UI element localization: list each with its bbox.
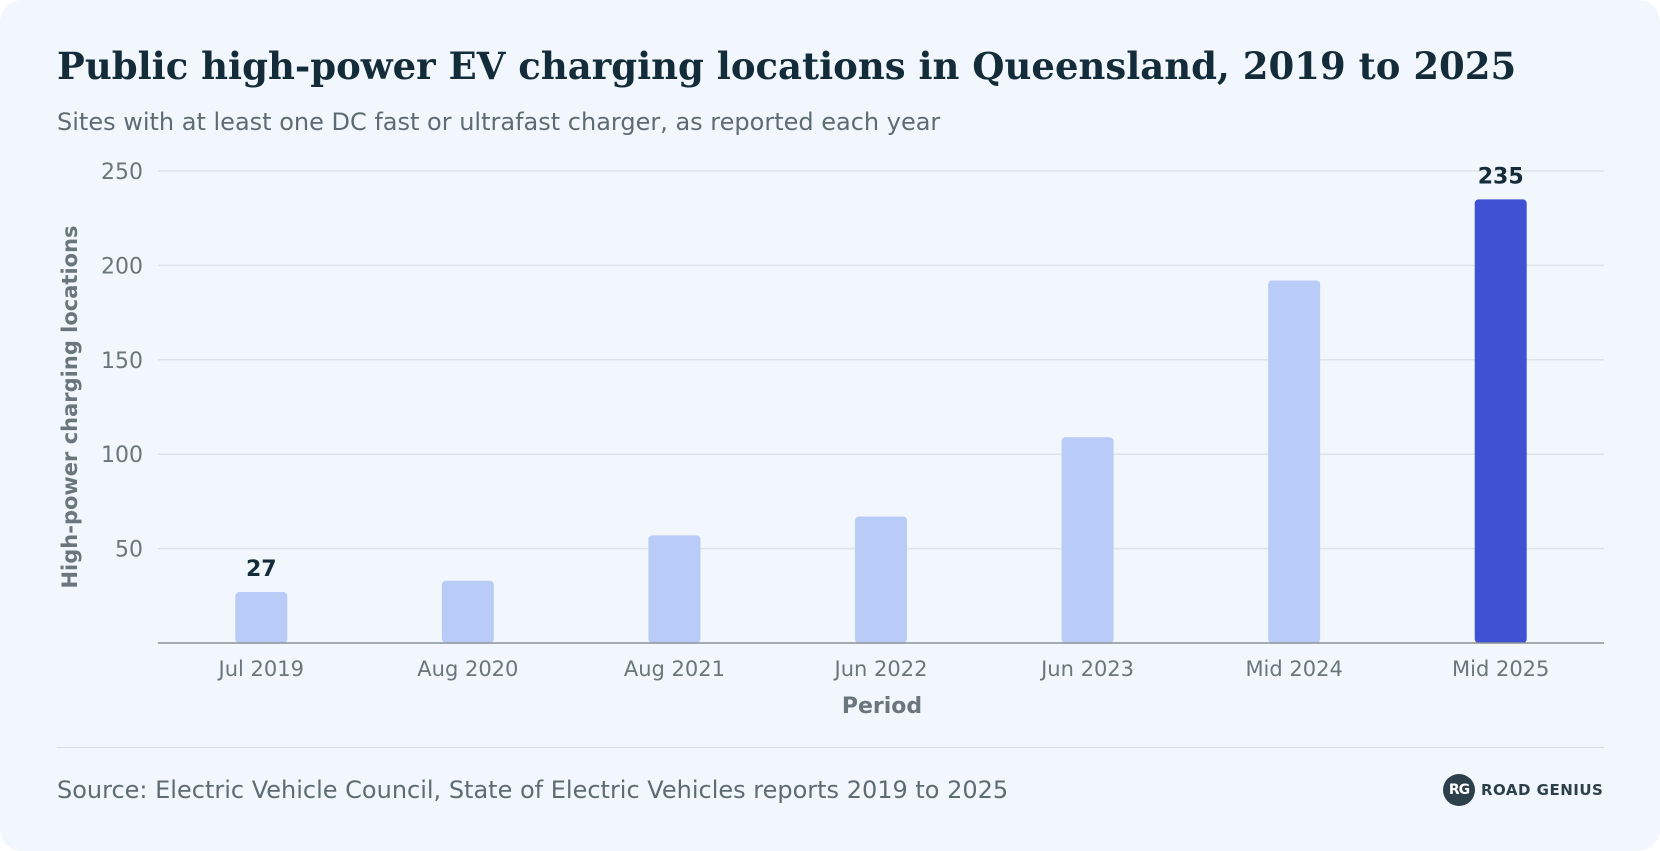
x-tick-label: Jun 2022 <box>833 657 928 681</box>
chart-title: Public high-power EV charging locations … <box>57 44 1517 88</box>
x-tick-label: Aug 2020 <box>417 657 518 681</box>
footer-divider <box>57 747 1604 748</box>
x-tick-label: Mid 2024 <box>1245 657 1342 681</box>
bar <box>648 535 701 643</box>
y-tick-label: 150 <box>101 349 143 374</box>
logo-mark: RG <box>1443 774 1475 806</box>
x-tick-label: Jul 2019 <box>217 657 304 681</box>
bar <box>441 580 494 643</box>
x-tick-label: Aug 2021 <box>624 657 725 681</box>
x-tick-label: Jun 2023 <box>1039 657 1134 681</box>
source-note: Source: Electric Vehicle Council, State … <box>57 776 1009 804</box>
data-label: 235 <box>1478 164 1524 189</box>
x-axis-title: Period <box>842 694 922 719</box>
x-tick-label: Mid 2025 <box>1452 657 1549 681</box>
data-label: 27 <box>246 557 277 582</box>
logo-wordmark: ROAD GENIUS <box>1481 781 1604 799</box>
bar <box>1268 280 1321 643</box>
road-genius-logo: RG ROAD GENIUS <box>1443 774 1603 806</box>
bar-chart: 50 100 150 200 250 Jul 2019 27 Aug 2020 Aug 2021… <box>58 160 1604 719</box>
y-tick-label: 50 <box>115 538 143 563</box>
bar <box>1474 199 1527 643</box>
bar <box>235 592 288 643</box>
y-tick-label: 200 <box>101 254 143 279</box>
bar <box>855 516 907 643</box>
y-axis-title: High-power charging locations <box>58 225 82 588</box>
y-tick-label: 100 <box>101 443 143 468</box>
y-tick-label: 250 <box>101 160 143 185</box>
chart-subtitle: Sites with at least one DC fast or ultra… <box>57 108 941 136</box>
bar <box>1061 437 1114 643</box>
